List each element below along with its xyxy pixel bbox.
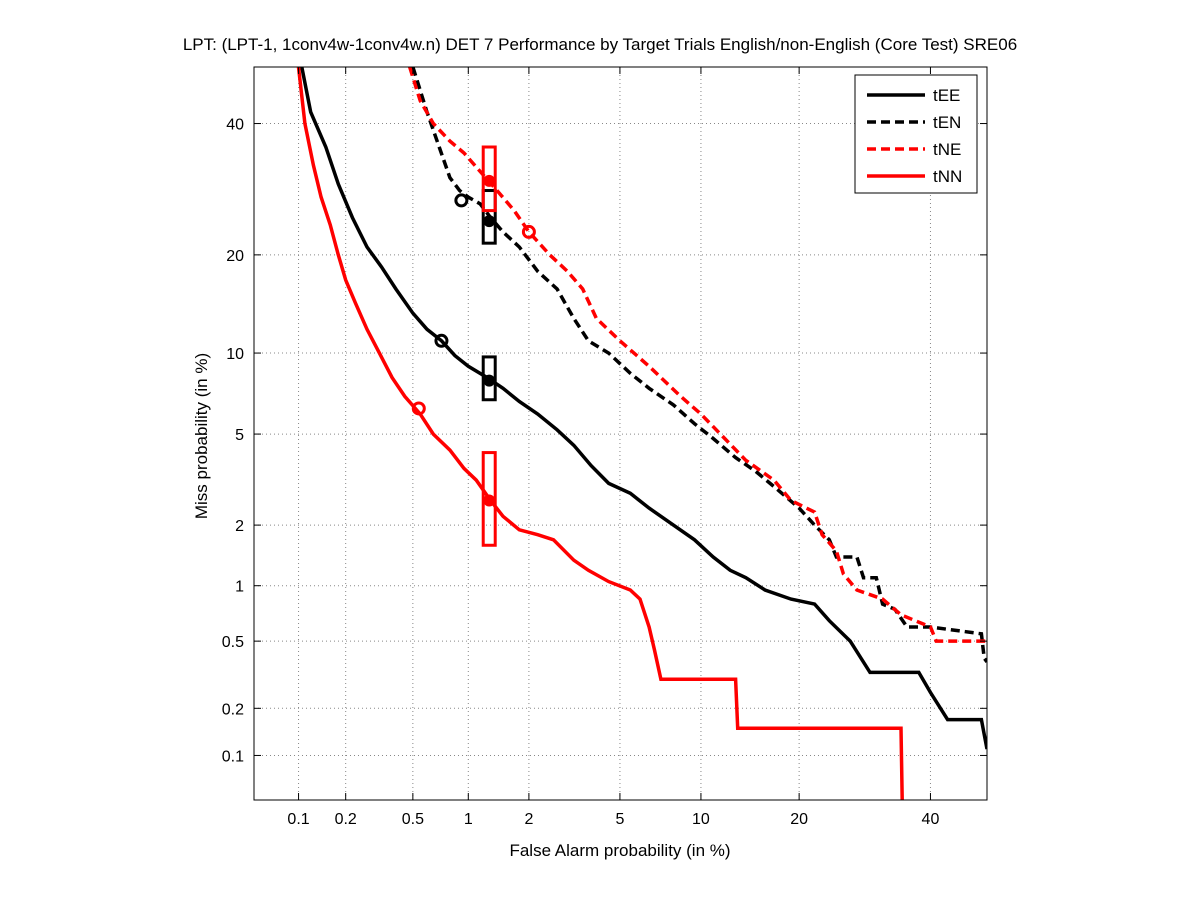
legend-label-tnn: tNN <box>933 167 962 186</box>
legend-label-ten: tEN <box>933 113 961 132</box>
actual-dcf-box-ten <box>481 189 497 245</box>
actual-dcf-point-tee <box>483 374 496 387</box>
x-tick-label: 0.1 <box>287 811 309 828</box>
actual-dcf-box-tnn <box>481 451 497 547</box>
series-line-tee <box>300 67 987 750</box>
actual-dcf-box-tee <box>481 355 497 402</box>
actual-dcf-point-tnn <box>483 494 496 507</box>
actual-dcf-box-tne <box>481 145 497 213</box>
x-axis-label: False Alarm probability (in %) <box>509 841 730 860</box>
series-line-ten <box>411 67 987 663</box>
x-tick-label: 2 <box>524 811 533 828</box>
actual-dcf-point-ten <box>483 215 496 228</box>
min-dcf-marker-tnn <box>411 401 426 416</box>
y-tick-label: 2 <box>235 518 244 535</box>
y-tick-label: 0.2 <box>222 701 244 718</box>
min-dcf-marker-tee <box>434 333 449 348</box>
y-tick-label: 20 <box>226 248 244 265</box>
x-tick-label: 5 <box>615 811 624 828</box>
x-tick-label: 0.2 <box>335 811 357 828</box>
series-line-tne <box>408 67 987 643</box>
series-tee <box>300 67 987 750</box>
y-tick-label: 1 <box>235 579 244 596</box>
legend: tEE tEN tNE tNN <box>854 74 978 194</box>
x-tick-label: 10 <box>692 811 710 828</box>
ticks: 0.1 0.2 0.5 1 2 5 10 20 40 0.1 0.2 0.5 1 2 5 10 20 40 <box>222 67 987 828</box>
legend-label-tee: tEE <box>933 86 960 105</box>
y-tick-label: 0.5 <box>222 634 244 651</box>
axes-frame <box>253 66 988 801</box>
y-tick-label: 10 <box>226 346 244 363</box>
series-layer <box>296 67 987 800</box>
y-tick-label: 0.1 <box>222 748 244 765</box>
x-tick-label: 20 <box>790 811 808 828</box>
series-tnn <box>296 67 904 800</box>
x-tick-label: 40 <box>922 811 940 828</box>
series-tne <box>408 67 987 643</box>
y-tick-label: 40 <box>226 117 244 134</box>
y-axis-label: Miss probability (in %) <box>192 353 211 519</box>
series-ten <box>411 67 987 663</box>
min-dcf-marker-ten <box>454 193 469 208</box>
x-tick-label: 0.5 <box>402 811 424 828</box>
y-tick-label: 5 <box>235 427 244 444</box>
axes <box>253 66 988 801</box>
legend-label-tne: tNE <box>933 140 961 159</box>
min-dcf-marker-tne <box>521 224 536 239</box>
chart-title: LPT: (LPT-1, 1conv4w-1conv4w.n) DET 7 Pe… <box>183 35 1017 54</box>
actual-dcf-point-tne <box>483 174 496 187</box>
x-tick-label: 1 <box>464 811 473 828</box>
